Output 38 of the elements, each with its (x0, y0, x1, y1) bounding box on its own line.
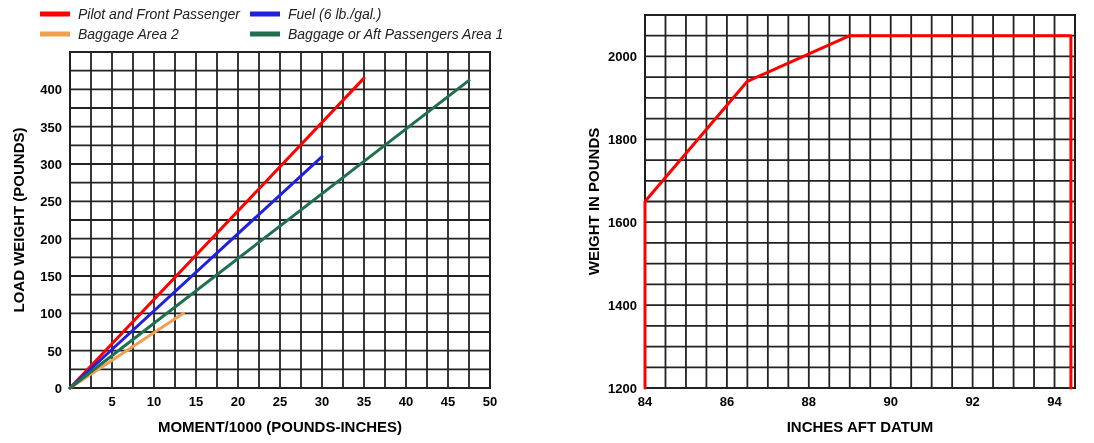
x-tick-label: 20 (230, 394, 246, 409)
y-tick-label: 150 (40, 269, 62, 284)
legend-label: Baggage Area 2 (78, 26, 179, 42)
y-tick-label: 200 (40, 231, 62, 247)
x-tick-label: 35 (356, 394, 372, 409)
y-tick-label: 100 (40, 306, 62, 322)
x-tick-label: 88 (801, 394, 817, 409)
x-tick-label: 45 (440, 394, 456, 409)
y-tick-label: 1400 (608, 298, 637, 314)
y-tick-label: 1600 (608, 215, 637, 231)
x-tick-label: 5 (108, 394, 116, 409)
y-tick-label: 350 (40, 119, 62, 135)
legend-label: Baggage or Aft Passengers Area 1 (288, 26, 504, 42)
x-tick-label: 94 (1047, 394, 1063, 409)
x-tick-label: 86 (719, 394, 735, 409)
x-axis-title: INCHES AFT DATUM (786, 418, 934, 435)
x-tick-label: 50 (482, 394, 498, 409)
y-tick-label: 300 (40, 157, 62, 172)
x-tick-label: 25 (272, 394, 288, 409)
y-tick-label: 50 (47, 343, 62, 359)
x-axis-title: MOMENT/1000 (POUNDS-INCHES) (157, 418, 403, 435)
x-tick-label: 10 (146, 394, 162, 409)
x-tick-label: 90 (883, 394, 898, 409)
x-tick-label: 40 (398, 394, 414, 409)
x-tick-label: 15 (188, 394, 204, 409)
y-axis-title: WEIGHT IN POUNDS (585, 127, 602, 276)
y-tick-label: 1800 (608, 132, 637, 148)
y-tick-label: 250 (40, 194, 62, 210)
y-tick-label: 400 (40, 82, 62, 98)
legend-label: Pilot and Front Passenger (78, 6, 242, 22)
x-tick-label: 30 (314, 394, 330, 409)
y-tick-label: 0 (54, 381, 62, 396)
y-axis-title: LOAD WEIGHT (POUNDS) (10, 127, 27, 313)
y-tick-label: 2000 (608, 49, 637, 65)
y-tick-label: 1200 (608, 381, 637, 396)
legend-label: Fuel (6 lb./gal.) (288, 6, 382, 22)
x-tick-label: 84 (637, 394, 653, 409)
x-tick-label: 92 (965, 394, 980, 409)
